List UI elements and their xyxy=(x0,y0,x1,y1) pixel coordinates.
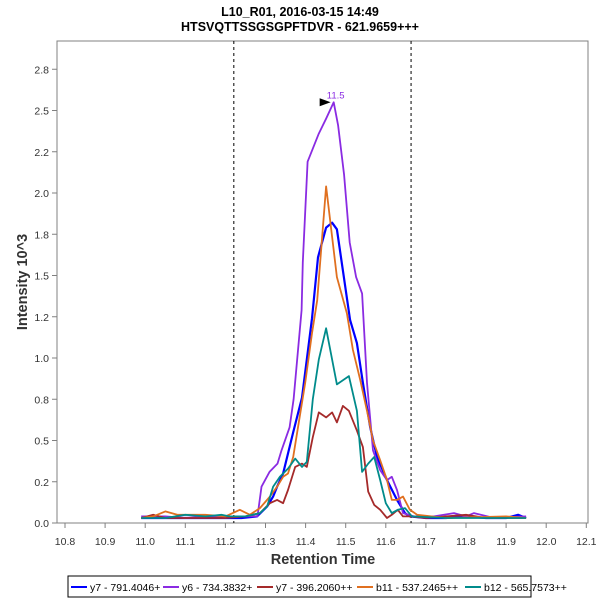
x-tick-label: 12.1 xyxy=(576,536,597,548)
y-tick-label: 1.2 xyxy=(34,312,49,324)
chart-subtitle: HTSVQTTSSGSGPFTDVR - 621.9659+++ xyxy=(181,20,419,34)
x-tick-label: 11.7 xyxy=(416,536,436,548)
x-axis: 10.8 10.9 11.0 11.1 11.2 11.3 11.4 11.5 11.6 11.7… xyxy=(55,523,597,548)
y-axis: 0.0 0.2 0.5 0.8 1.0 1.2 1.5 1.8 2.0 2.2 2.5 2.8 xyxy=(34,64,57,530)
y-tick-label: 1.0 xyxy=(34,353,49,365)
legend: y7 - 791.4046+ y6 - 734.3832+ y7 - 396.206… xyxy=(67,575,567,598)
series-line xyxy=(141,185,527,519)
y-tick-label: 2.0 xyxy=(34,188,49,200)
x-tick-label: 11.6 xyxy=(376,536,396,548)
peak-boundaries xyxy=(233,41,412,523)
chart-title: L10_R01, 2016-03-15 14:49 xyxy=(221,5,379,19)
series-line xyxy=(141,327,527,519)
legend-entry: y6 - 734.3832+ xyxy=(182,582,252,594)
x-tick-label: 10.9 xyxy=(95,536,116,548)
x-tick-label: 11.8 xyxy=(456,536,476,548)
legend-entry: b11 - 537.2465++ xyxy=(376,582,458,594)
y-axis-label: Intensity 10^3 xyxy=(15,234,31,330)
legend-entry: y7 - 396.2060++ xyxy=(276,582,352,594)
y-tick-label: 2.5 xyxy=(34,106,49,118)
peak-label: 11.5 xyxy=(327,90,345,101)
y-tick-label: 1.5 xyxy=(34,271,49,283)
x-tick-label: 11.4 xyxy=(296,536,316,548)
x-tick-label: 12.0 xyxy=(536,536,557,548)
peak-annotation: 11.5 xyxy=(319,90,345,107)
y-tick-label: 2.2 xyxy=(34,147,49,159)
x-tick-label: 11.0 xyxy=(135,536,155,548)
x-tick-label: 11.3 xyxy=(256,536,276,548)
x-tick-label: 11.1 xyxy=(175,536,195,548)
legend-entry: y7 - 791.4046+ xyxy=(90,582,160,594)
y-tick-label: 1.8 xyxy=(34,229,49,241)
y-tick-label: 0.8 xyxy=(34,394,49,406)
legend-entry: b12 - 565.7573++ xyxy=(484,582,567,594)
peak-arrow-icon xyxy=(319,98,331,107)
y-tick-label: 0.5 xyxy=(34,436,49,448)
x-tick-label: 10.8 xyxy=(55,536,76,548)
y-tick-label: 0.2 xyxy=(34,477,49,489)
x-tick-label: 11.2 xyxy=(216,536,236,548)
x-tick-label: 11.5 xyxy=(336,536,356,548)
y-tick-label: 2.8 xyxy=(34,64,49,76)
series-lines xyxy=(140,101,527,520)
x-tick-label: 11.9 xyxy=(496,536,516,548)
y-tick-label: 0.0 xyxy=(34,518,49,530)
plot-area xyxy=(56,40,589,524)
x-axis-label: Retention Time xyxy=(271,552,375,568)
